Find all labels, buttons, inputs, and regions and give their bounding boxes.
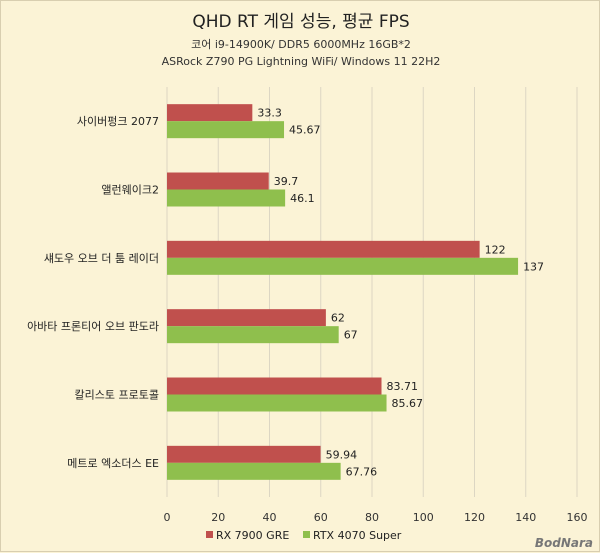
x-tick-label-0: 0	[164, 511, 171, 524]
x-tick-label-5: 100	[413, 511, 434, 524]
bar-0-4	[167, 377, 382, 395]
chart-subtitle-line-2: ASRock Z790 PG Lightning WiFi/ Windows 1…	[162, 55, 441, 68]
bar-0-5	[167, 445, 321, 463]
x-tick-label-4: 80	[365, 511, 379, 524]
category-label-4: 칼리스토 프로토콜	[75, 389, 159, 402]
x-tick-label-6: 120	[464, 511, 485, 524]
bar-1-1	[167, 189, 286, 207]
x-axis-ticks: 0 20 40 60 80 100 120 140 160	[164, 511, 588, 524]
category-label-2: 섀도우 오브 더 툼 레이더	[44, 252, 159, 265]
chart-subtitle-line-1: 코어 i9-14900K/ DDR5 6000MHz 16GB*2	[191, 38, 411, 51]
value-label-1-0: 45.67	[289, 124, 321, 137]
value-label-1-3: 67	[344, 329, 358, 342]
x-tick-label-2: 40	[263, 511, 277, 524]
value-label-0-1: 39.7	[274, 175, 299, 188]
x-tick-label-1: 20	[211, 511, 225, 524]
value-label-0-4: 83.71	[387, 380, 419, 393]
value-label-1-5: 67.76	[346, 465, 378, 478]
category-label-5: 메트로 엑소더스 EE	[67, 457, 159, 470]
gridlines	[166, 87, 578, 497]
bar-0-1	[167, 172, 269, 190]
legend-label-0: RX 7900 GRE	[216, 529, 289, 542]
value-label-0-5: 59.94	[326, 448, 358, 461]
chart-title: QHD RT 게임 성능, 평균 FPS	[192, 12, 409, 32]
bar-0-0	[167, 104, 253, 122]
value-label-1-2: 137	[523, 260, 544, 273]
bar-0-2	[167, 240, 480, 258]
legend-swatch-1	[303, 531, 310, 538]
x-tick-label-7: 140	[515, 511, 536, 524]
bar-1-0	[167, 121, 285, 139]
value-label-0-3: 62	[331, 312, 345, 325]
value-label-0-0: 33.3	[257, 107, 282, 120]
watermark-logo: BodNara	[535, 536, 593, 550]
x-tick-label-8: 160	[567, 511, 588, 524]
category-label-3: 아바타 프론티어 오브 판도라	[27, 320, 159, 333]
legend: RX 7900 GRE RTX 4070 Super	[206, 529, 402, 542]
bar-1-4	[167, 394, 387, 412]
value-label-1-4: 85.67	[392, 397, 424, 410]
value-label-1-1: 46.1	[290, 192, 315, 205]
value-labels: 33.3 45.67 39.7 46.1 122 137 62 67 83.71 85.67 59.…	[257, 107, 544, 479]
category-label-0: 사이버펑크 2077	[77, 115, 159, 128]
bar-1-2	[167, 257, 519, 275]
x-tick-label-3: 60	[314, 511, 328, 524]
category-label-1: 앨런웨이크2	[101, 184, 159, 197]
bar-1-5	[167, 462, 341, 480]
bar-1-3	[167, 326, 339, 344]
bar-0-3	[167, 309, 326, 327]
value-label-0-2: 122	[485, 243, 506, 256]
legend-swatch-0	[206, 531, 213, 538]
bars	[167, 104, 519, 480]
legend-label-1: RTX 4070 Super	[313, 529, 402, 542]
